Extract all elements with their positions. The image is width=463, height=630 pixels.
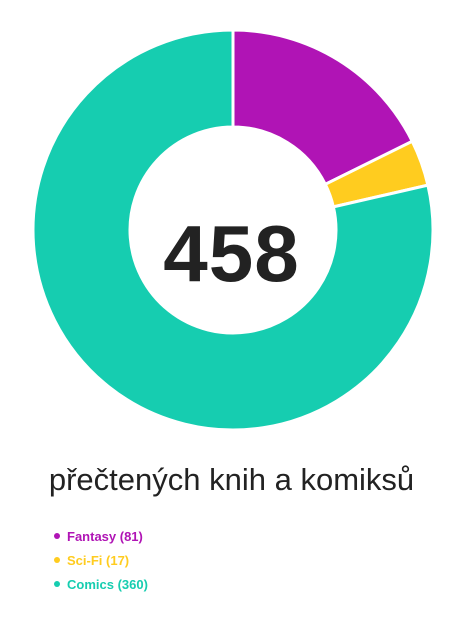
chart-legend: Fantasy (81) Sci-Fi (17) Comics (360) [54,524,148,596]
total-count: 458 [163,209,300,298]
legend-dot-scifi [54,557,60,563]
legend-dot-comics [54,581,60,587]
legend-dot-fantasy [54,533,60,539]
chart-caption: přečtených knih a komiksů [48,462,415,497]
slice-comics[interactable] [31,28,435,432]
donut-chart: 458 [31,28,435,432]
donut-chart-svg [31,28,435,432]
slice-fantasy[interactable] [231,28,415,187]
legend-item-scifi[interactable]: Sci-Fi (17) [54,548,148,572]
legend-item-fantasy[interactable]: Fantasy (81) [54,524,148,548]
legend-label-scifi: Sci-Fi (17) [67,552,130,568]
legend-item-comics[interactable]: Comics (360) [54,572,148,596]
legend-label-comics: Comics (360) [67,576,148,592]
legend-label-fantasy: Fantasy (81) [67,528,143,544]
